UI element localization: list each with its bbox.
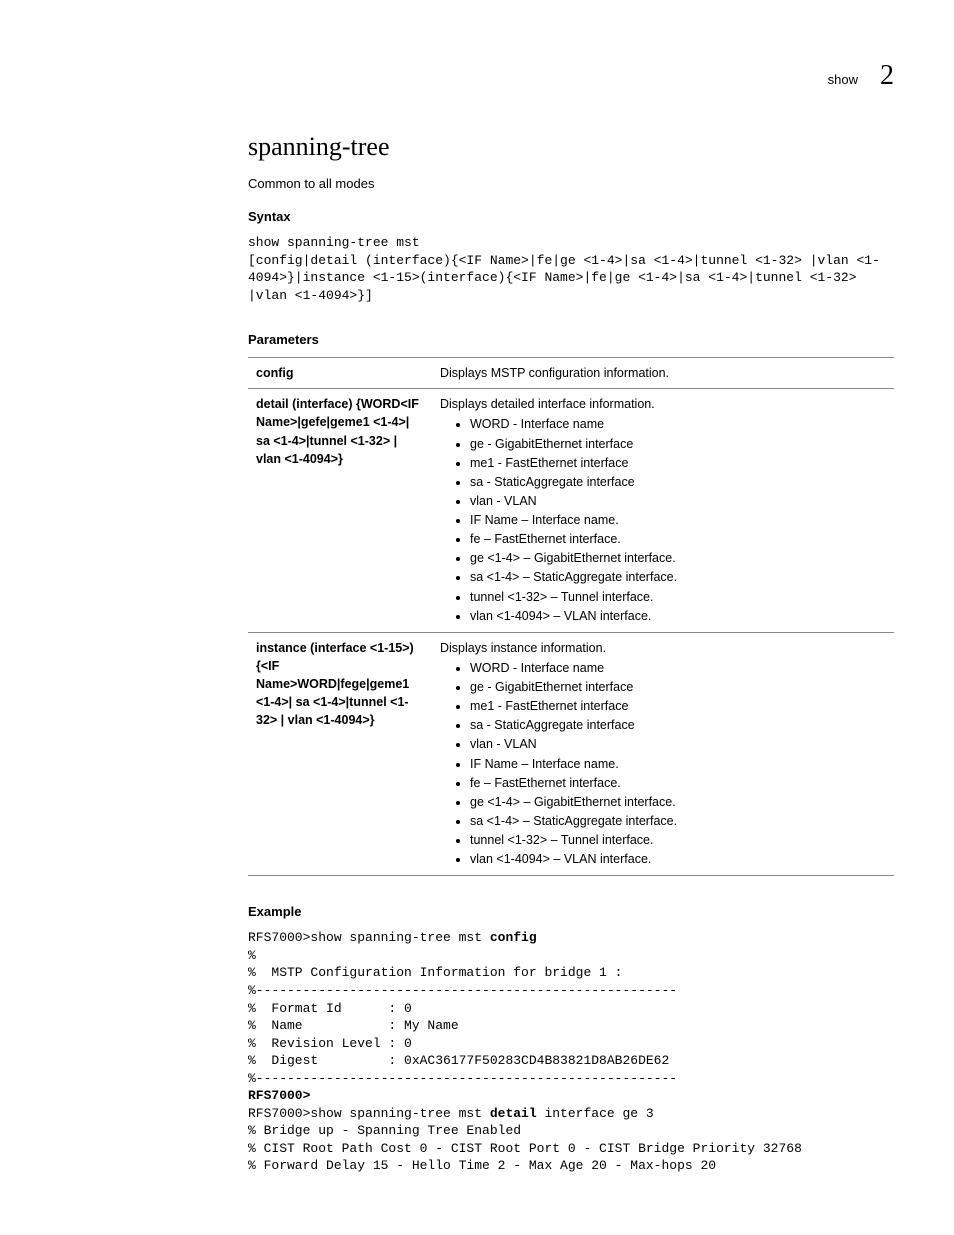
example-heading: Example: [248, 904, 894, 919]
list-item: sa <1-4> – StaticAggregate interface.: [470, 812, 886, 830]
list-item: ge - GigabitEthernet interface: [470, 435, 886, 453]
parameter-description: Displays MSTP configuration information.: [432, 358, 894, 389]
list-item: tunnel <1-32> – Tunnel interface.: [470, 831, 886, 849]
parameter-description: Displays instance information. WORD - Int…: [432, 632, 894, 876]
list-item: vlan - VLAN: [470, 492, 886, 510]
example-block: % % MSTP Configuration Information for b…: [248, 948, 677, 1086]
page-content: show 2 spanning-tree Common to all modes…: [0, 0, 954, 1215]
example-output: RFS7000>show spanning-tree mst config % …: [248, 929, 894, 1175]
description-intro: Displays instance information.: [440, 639, 886, 657]
parameters-heading: Parameters: [248, 332, 894, 347]
list-item: IF Name – Interface name.: [470, 755, 886, 773]
example-line: RFS7000>show spanning-tree mst: [248, 930, 490, 945]
description-intro: Displays MSTP configuration information.: [440, 364, 886, 382]
example-bold: RFS7000>: [248, 1088, 310, 1103]
parameter-description: Displays detailed interface information.…: [432, 389, 894, 633]
section-title: spanning-tree: [248, 132, 894, 162]
section-subtitle: Common to all modes: [248, 176, 894, 191]
parameters-table: config Displays MSTP configuration inform…: [248, 357, 894, 876]
example-line: RFS7000>show spanning-tree mst: [248, 1106, 490, 1121]
description-bullets: WORD - Interface name ge - GigabitEtherne…: [440, 415, 886, 624]
table-row: instance (interface <1-15>) {<IF Name>WO…: [248, 632, 894, 876]
list-item: fe – FastEthernet interface.: [470, 530, 886, 548]
list-item: sa - StaticAggregate interface: [470, 473, 886, 491]
list-item: me1 - FastEthernet interface: [470, 697, 886, 715]
list-item: vlan - VLAN: [470, 735, 886, 753]
list-item: sa - StaticAggregate interface: [470, 716, 886, 734]
example-bold: config: [490, 930, 537, 945]
syntax-code: show spanning-tree mst [config|detail (i…: [248, 234, 894, 304]
table-row: detail (interface) {WORD<IF Name>|gefe|g…: [248, 389, 894, 633]
list-item: WORD - Interface name: [470, 415, 886, 433]
list-item: ge - GigabitEthernet interface: [470, 678, 886, 696]
example-block: % Bridge up - Spanning Tree Enabled % CI…: [248, 1123, 802, 1173]
page-header: show 2: [248, 60, 894, 92]
description-bullets: WORD - Interface namege - GigabitEtherne…: [440, 659, 886, 868]
description-intro: Displays detailed interface information.: [440, 395, 886, 413]
list-item: ge <1-4> – GigabitEthernet interface.: [470, 549, 886, 567]
header-section-label: show: [828, 72, 858, 87]
list-item: ge <1-4> – GigabitEthernet interface.: [470, 793, 886, 811]
list-item: me1 - FastEthernet interface: [470, 454, 886, 472]
list-item: WORD - Interface name: [470, 659, 886, 677]
list-item: vlan <1-4094> – VLAN interface.: [470, 607, 886, 625]
list-item: sa <1-4> – StaticAggregate interface.: [470, 568, 886, 586]
list-item: vlan <1-4094> – VLAN interface.: [470, 850, 886, 868]
list-item: tunnel <1-32> – Tunnel interface.: [470, 588, 886, 606]
list-item: IF Name – Interface name.: [470, 511, 886, 529]
parameter-name: detail (interface) {WORD<IF Name>|gefe|g…: [248, 389, 432, 633]
example-line: interface ge 3: [537, 1106, 654, 1121]
header-chapter-number: 2: [880, 60, 894, 92]
parameter-name: instance (interface <1-15>) {<IF Name>WO…: [248, 632, 432, 876]
example-bold: detail: [490, 1106, 537, 1121]
syntax-heading: Syntax: [248, 209, 894, 224]
parameter-name: config: [248, 358, 432, 389]
list-item: fe – FastEthernet interface.: [470, 774, 886, 792]
table-row: config Displays MSTP configuration inform…: [248, 358, 894, 389]
